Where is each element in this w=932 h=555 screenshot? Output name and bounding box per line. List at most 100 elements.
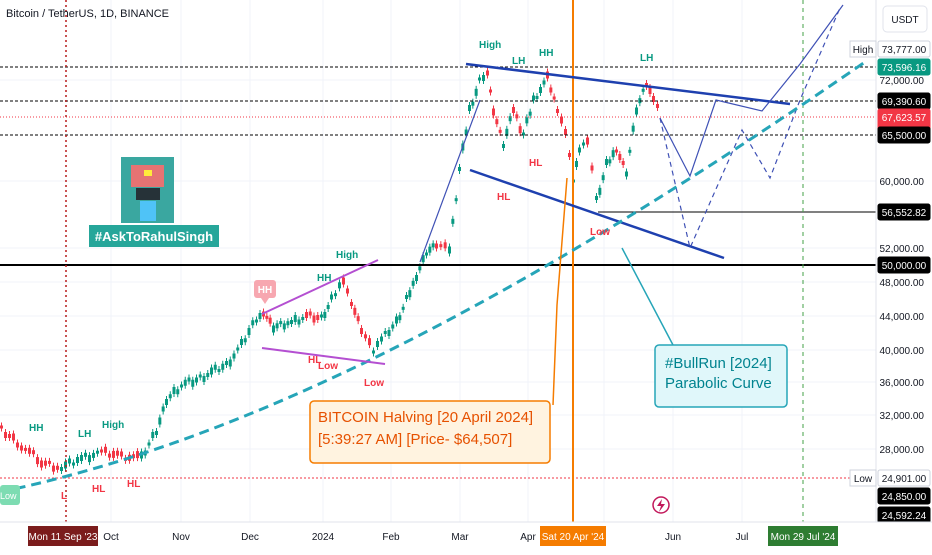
candle-body bbox=[346, 288, 349, 294]
swing-label: High bbox=[102, 420, 124, 431]
candle-body bbox=[448, 246, 451, 254]
swing-label: Low bbox=[364, 378, 384, 389]
price-label-tag: 56,552.82 bbox=[877, 203, 931, 221]
candle-body bbox=[568, 153, 571, 157]
candle-body bbox=[628, 149, 632, 153]
price-label-tag: 73,596.16 bbox=[877, 58, 931, 76]
candle-body bbox=[492, 108, 495, 116]
candle-body bbox=[454, 198, 458, 202]
candle-body bbox=[225, 361, 228, 365]
candle-body bbox=[251, 320, 255, 326]
candle-body bbox=[28, 447, 31, 454]
candle-body bbox=[350, 302, 353, 306]
candle-body bbox=[323, 312, 327, 318]
time-tick-label: Nov bbox=[172, 532, 190, 543]
candle-body bbox=[482, 75, 485, 81]
candle-body bbox=[598, 187, 602, 195]
candle-body bbox=[320, 314, 323, 318]
candle-body bbox=[202, 376, 206, 382]
candle-body bbox=[330, 294, 333, 300]
candle-body bbox=[195, 377, 198, 383]
candle-body bbox=[100, 449, 103, 453]
candle-body bbox=[265, 315, 269, 319]
candle-body bbox=[240, 339, 243, 345]
candle-body bbox=[275, 323, 279, 329]
candle-body bbox=[552, 96, 556, 100]
price-tick-label: 48,000.00 bbox=[880, 278, 925, 289]
author-avatar bbox=[121, 157, 174, 223]
candle-body bbox=[518, 126, 522, 134]
svg-text:#AskToRahulSingh: #AskToRahulSingh bbox=[95, 229, 213, 244]
price-tick-label: 72,000.00 bbox=[880, 76, 925, 87]
svg-text:65,500.00: 65,500.00 bbox=[882, 131, 927, 142]
candle-body bbox=[84, 452, 87, 457]
candle-body bbox=[656, 104, 659, 108]
swing-label: Low bbox=[590, 227, 610, 238]
swing-label: Low bbox=[318, 361, 338, 372]
candle-body bbox=[471, 101, 475, 106]
svg-text:Sat 20 Apr '24: Sat 20 Apr '24 bbox=[542, 532, 605, 543]
candle-body bbox=[360, 328, 363, 334]
price-tick-label: 60,000.00 bbox=[880, 177, 925, 188]
candle-body bbox=[232, 353, 236, 359]
svg-text:50,000.00: 50,000.00 bbox=[882, 261, 927, 272]
symbol-title: Bitcoin / TetherUS, 1D, BINANCE bbox=[6, 8, 169, 20]
time-tick-label: Oct bbox=[103, 532, 119, 543]
candle-body bbox=[308, 311, 312, 316]
candle-body bbox=[411, 280, 415, 286]
parabolic-curve bbox=[0, 60, 866, 494]
candle-body bbox=[401, 306, 405, 310]
candle-body bbox=[478, 77, 481, 81]
swing-label: LH bbox=[640, 53, 653, 64]
candle-body bbox=[443, 242, 447, 249]
candle-body bbox=[213, 364, 217, 370]
candle-body bbox=[486, 70, 489, 76]
candle-body bbox=[168, 394, 172, 399]
swing-label: High bbox=[336, 250, 358, 261]
currency-button[interactable]: USDT bbox=[882, 5, 928, 33]
swing-label: L bbox=[61, 491, 67, 502]
bullrun-connector bbox=[621, 247, 674, 346]
price-axis[interactable]: 72,000.00 60,000.00 52,000.00 48,000.00 44,0… bbox=[849, 0, 932, 524]
candle-body bbox=[44, 460, 47, 466]
price-tick-label: 52,000.00 bbox=[880, 244, 925, 255]
candle-body bbox=[578, 147, 581, 153]
candle-body bbox=[631, 125, 635, 132]
candle-body bbox=[243, 338, 247, 343]
candle-body bbox=[564, 129, 567, 135]
candle-body bbox=[236, 347, 240, 351]
trend-line bbox=[419, 99, 481, 263]
price-label-tag: 69,390.60 bbox=[877, 92, 931, 110]
candle-body bbox=[380, 336, 383, 342]
svg-text:Low: Low bbox=[0, 491, 17, 501]
swing-label: HL bbox=[92, 484, 105, 495]
candle-body bbox=[391, 324, 395, 329]
svg-text:24,901.00: 24,901.00 bbox=[882, 474, 927, 485]
candle-body bbox=[36, 457, 39, 465]
candle-body bbox=[187, 377, 191, 382]
candle-body bbox=[605, 159, 608, 165]
date-highlight-sep11: Mon 11 Sep '23 bbox=[28, 526, 98, 546]
candle-body bbox=[80, 455, 83, 461]
descending-channel bbox=[465, 62, 791, 260]
candle-body bbox=[495, 119, 499, 125]
candle-body bbox=[408, 290, 412, 298]
candle-body bbox=[228, 359, 232, 367]
swing-label: HL bbox=[529, 158, 542, 169]
candle-body bbox=[395, 316, 398, 324]
svg-text:67,623.57: 67,623.57 bbox=[882, 113, 927, 124]
price-role-tag: Low bbox=[849, 469, 877, 487]
lightning-icon[interactable] bbox=[652, 496, 670, 514]
candle-body bbox=[512, 107, 515, 113]
candle-body bbox=[316, 315, 320, 320]
candle-body bbox=[428, 246, 432, 253]
time-axis[interactable]: Oct Nov Dec 2024 Feb Mar Apr Jun Jul Mon 11 Sep … bbox=[0, 521, 932, 550]
candle-body bbox=[515, 114, 519, 119]
candle-body bbox=[615, 149, 618, 153]
svg-text:Low: Low bbox=[854, 474, 873, 485]
candle-body bbox=[376, 341, 379, 347]
candle-body bbox=[221, 363, 225, 370]
candle-body bbox=[161, 406, 165, 412]
